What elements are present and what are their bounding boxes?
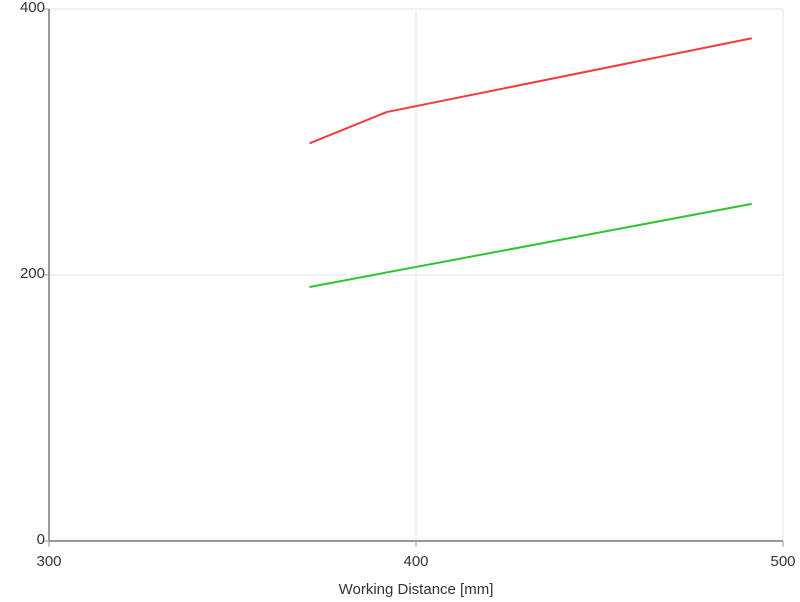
x-tick-label: 300 bbox=[36, 553, 61, 570]
x-tick-label: 500 bbox=[770, 553, 795, 570]
x-tick-label: 400 bbox=[403, 553, 428, 570]
y-tick-label: 400 bbox=[20, 0, 45, 16]
y-tick-label: 200 bbox=[20, 265, 45, 282]
line-series bbox=[309, 37, 753, 145]
y-tick-label: 0 bbox=[37, 531, 45, 548]
line-series bbox=[309, 202, 752, 288]
x-axis-title: Working Distance [mm] bbox=[339, 581, 494, 598]
